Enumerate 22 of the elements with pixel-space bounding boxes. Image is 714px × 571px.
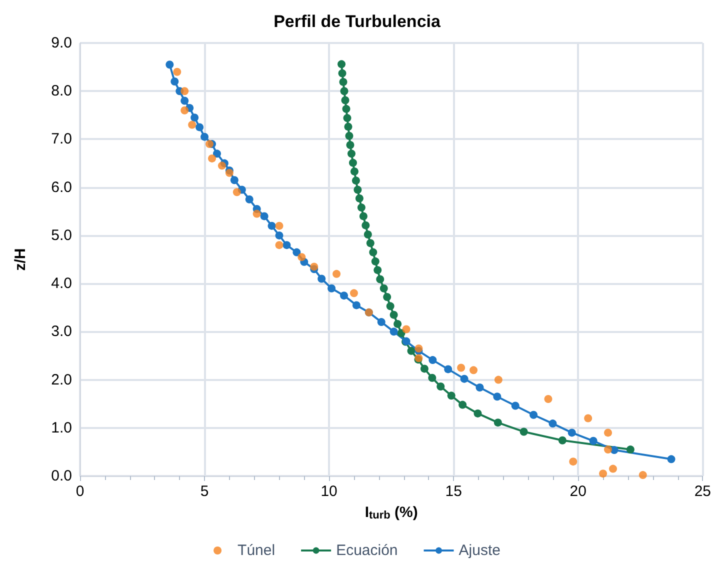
- x-axis-title: Iturb (%): [364, 504, 418, 522]
- y-tick-label: 5.0: [51, 226, 72, 244]
- y-tick-label: 9.0: [51, 34, 72, 52]
- y-tick-label: 8.0: [51, 82, 72, 100]
- legend-label: Ecuación: [336, 542, 398, 559]
- legend-label: Ajuste: [458, 542, 500, 559]
- y-tick-label: 4.0: [51, 275, 72, 292]
- x-tick-label: 20: [570, 483, 586, 500]
- x-tick-label: 15: [445, 483, 462, 500]
- x-tick-label: 10: [320, 483, 338, 500]
- chart-title: Perfil de Turbulencia: [274, 12, 441, 31]
- y-axis-title: z/H: [12, 248, 29, 271]
- y-tick-label: 3.0: [51, 323, 72, 340]
- legend-label: Túnel: [238, 542, 276, 559]
- x-tick-label: 25: [694, 483, 711, 500]
- y-tick-label: 1.0: [51, 419, 72, 436]
- y-tick-label: 0.0: [51, 468, 72, 484]
- x-tick-label: 5: [200, 483, 209, 500]
- y-tick-label: 7.0: [51, 130, 72, 148]
- y-tick-label: 2.0: [51, 371, 72, 388]
- y-tick-label: 6.0: [51, 178, 72, 196]
- x-tick-label: 0: [76, 483, 84, 500]
